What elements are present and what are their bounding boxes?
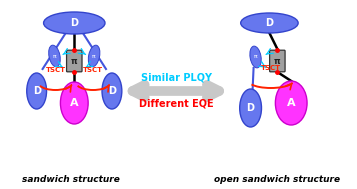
Text: π: π [71, 57, 77, 66]
Ellipse shape [102, 73, 122, 109]
Text: D: D [32, 86, 41, 96]
Text: π: π [274, 57, 281, 66]
Text: A: A [70, 98, 79, 108]
FancyBboxPatch shape [270, 50, 285, 72]
Ellipse shape [88, 45, 100, 67]
FancyBboxPatch shape [66, 50, 82, 72]
Text: Similar PLQY: Similar PLQY [141, 73, 212, 83]
Text: D: D [70, 18, 78, 28]
Text: TSCT: TSCT [45, 67, 66, 73]
Text: D: D [247, 103, 255, 113]
Text: open sandwich structure: open sandwich structure [214, 175, 341, 184]
Ellipse shape [240, 89, 261, 127]
Text: π: π [52, 53, 56, 59]
Ellipse shape [250, 46, 261, 68]
Text: D: D [265, 18, 273, 28]
Text: Different EQE: Different EQE [139, 99, 213, 109]
Text: TSCT: TSCT [261, 65, 281, 71]
Text: A: A [287, 98, 296, 108]
Ellipse shape [275, 81, 307, 125]
Text: D: D [108, 86, 116, 96]
Text: sandwich structure: sandwich structure [22, 175, 120, 184]
Text: TSCT: TSCT [83, 67, 103, 73]
Text: π: π [92, 53, 96, 59]
Ellipse shape [49, 45, 60, 67]
Ellipse shape [44, 12, 105, 34]
Text: π: π [254, 54, 257, 60]
Ellipse shape [60, 82, 88, 124]
Ellipse shape [27, 73, 46, 109]
Ellipse shape [241, 13, 298, 33]
